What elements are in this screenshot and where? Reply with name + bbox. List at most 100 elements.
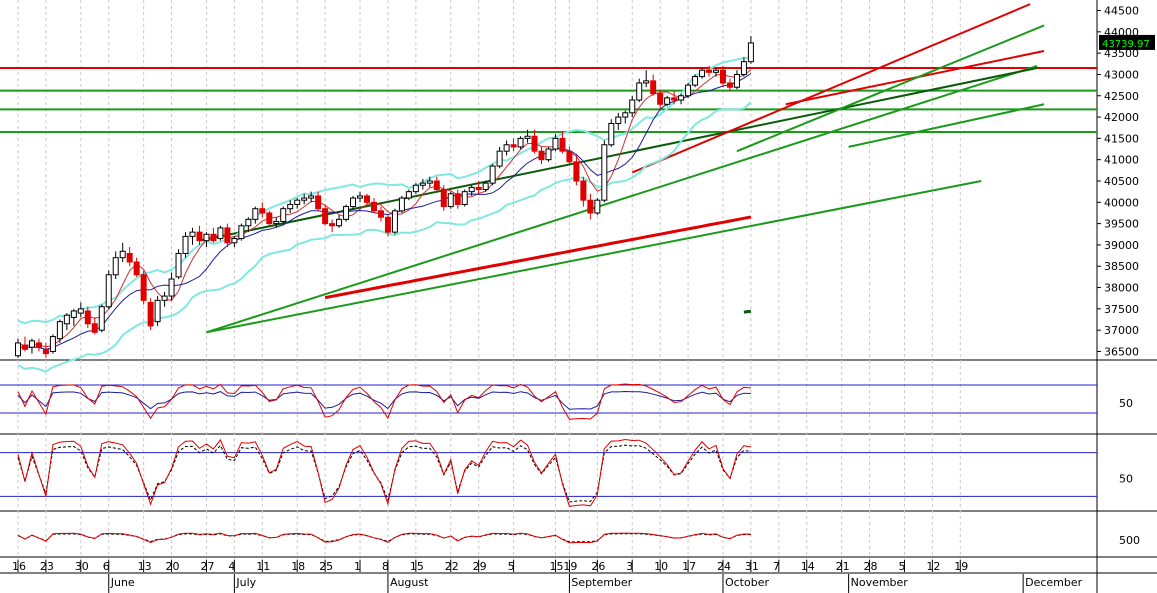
candle-body: [168, 278, 175, 297]
month-label: June: [110, 576, 135, 589]
day-tick-label: 5: [508, 560, 515, 573]
candle-body: [629, 99, 636, 114]
candle-body: [126, 252, 133, 263]
candle-body: [524, 135, 531, 139]
candle-body: [28, 340, 35, 348]
candle-body: [280, 208, 287, 222]
candle-body: [182, 235, 189, 254]
candle-body: [384, 216, 391, 233]
candle-body: [699, 69, 706, 78]
candle-body: [315, 195, 322, 210]
candle-body: [259, 208, 266, 214]
candle-body: [503, 144, 510, 152]
month-label: November: [851, 576, 909, 589]
y-tick-label: 41000: [1104, 154, 1139, 167]
short-support-line: [736, 24, 1045, 153]
month-label: August: [390, 576, 429, 589]
candle-body: [154, 299, 161, 323]
candle-body: [245, 218, 252, 227]
candle-body: [405, 191, 412, 199]
day-tick-label: 6: [103, 560, 110, 573]
ma-blue: [17, 73, 752, 350]
candle-body: [643, 80, 650, 84]
indicator-main-line: [17, 532, 751, 544]
day-tick-label: 28: [864, 560, 878, 573]
candle-body: [391, 210, 398, 233]
candle-body: [49, 336, 56, 352]
day-tick-label: 23: [40, 560, 54, 573]
y-tick-label: 44500: [1104, 5, 1139, 18]
candle-body: [357, 195, 364, 199]
candle-body: [671, 97, 678, 101]
day-tick-label: 30: [75, 560, 89, 573]
candle-body: [433, 180, 440, 191]
candles-layer: [15, 36, 754, 358]
candle-body: [622, 112, 629, 118]
candle-body: [657, 93, 664, 105]
candle-body: [440, 189, 447, 208]
candle-body: [566, 150, 573, 163]
day-tick-label: 16: [12, 560, 26, 573]
candle-body: [329, 223, 336, 227]
candle-body: [510, 144, 517, 148]
candle-body: [587, 199, 594, 214]
long-ma-red: [324, 215, 752, 300]
candle-body: [685, 84, 692, 97]
day-tick-label: 10: [654, 560, 668, 573]
y-tick-label: 39500: [1104, 218, 1139, 231]
indicator-signal-line: [17, 533, 751, 543]
day-tick-label: 22: [445, 560, 459, 573]
candle-body: [224, 227, 231, 244]
candle-body: [594, 199, 601, 214]
y-tick-label: 37000: [1104, 324, 1139, 337]
candle-body: [196, 231, 203, 242]
day-tick-label: 15: [410, 560, 424, 573]
indicator-main-line: [17, 438, 751, 507]
candle-body: [531, 135, 538, 152]
candle-body: [133, 261, 140, 276]
candle-body: [112, 257, 119, 276]
candle-body: [545, 148, 552, 161]
candle-body: [719, 69, 726, 84]
candle-body: [419, 182, 426, 186]
candle-body: [747, 42, 754, 63]
day-tick-label: 15: [549, 560, 563, 573]
last-price-box: [1099, 34, 1155, 50]
candle-body: [489, 165, 496, 184]
day-tick-label: 14: [801, 560, 815, 573]
candle-body: [343, 206, 350, 220]
candle-body: [496, 150, 503, 167]
month-label: December: [1025, 576, 1083, 589]
candle-body: [559, 137, 566, 152]
candle-body: [91, 323, 98, 333]
y-tick-label: 38000: [1104, 282, 1139, 295]
candle-body: [203, 233, 210, 242]
y-tick-label: 37500: [1104, 303, 1139, 316]
indicator-layer: 50 50 500: [0, 383, 1140, 547]
day-tick-label: 24: [717, 560, 731, 573]
candle-body: [538, 150, 545, 161]
bollinger-lower: [17, 101, 752, 373]
candle-body: [678, 95, 685, 101]
day-tick-label: 25: [319, 560, 333, 573]
ma-short-red: [17, 69, 752, 348]
candle-body: [517, 137, 524, 148]
month-label: July: [235, 576, 256, 589]
candle-body: [210, 233, 217, 242]
candle-body: [161, 295, 168, 301]
y-tick-label: 40500: [1104, 175, 1139, 188]
candle-body: [461, 191, 468, 205]
support-trendline-upper: [206, 64, 1038, 334]
candle-body: [189, 231, 196, 237]
indicator-signal-line: [17, 390, 751, 410]
y-tick-label: 42500: [1104, 90, 1139, 103]
short-channel-line: [848, 103, 1045, 148]
candle-body: [252, 208, 259, 220]
last-price-label: 43739.97: [1102, 39, 1150, 50]
candle-body: [364, 195, 370, 203]
day-tick-label: 21: [836, 560, 850, 573]
candle-body: [740, 61, 747, 75]
candle-body: [350, 197, 357, 208]
day-tick-label: 12: [926, 560, 940, 573]
day-tick-label: 19: [563, 560, 577, 573]
